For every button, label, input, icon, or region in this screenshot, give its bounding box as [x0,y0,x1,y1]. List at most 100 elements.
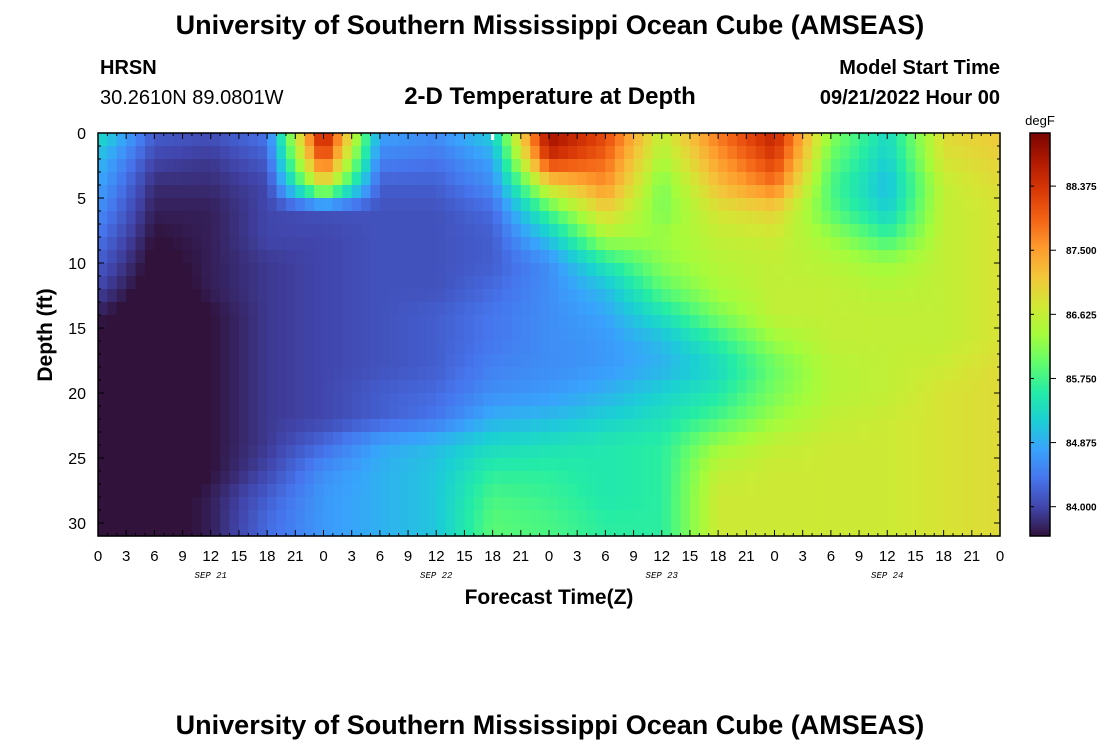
heatmap-cell [793,159,804,173]
heatmap-cell [126,510,137,524]
heatmap-cell [990,497,1001,511]
heatmap-cell [802,341,813,355]
heatmap-cell [361,211,372,225]
heatmap-cell [746,133,757,147]
heatmap-cell [539,458,550,472]
heatmap-cell [182,432,193,446]
heatmap-cell [520,302,531,316]
colorbar-tick-label: 85.750 [1066,374,1097,385]
heatmap-cell [859,380,870,394]
heatmap-cell [539,172,550,186]
heatmap-cell [774,302,785,316]
heatmap-cell [906,211,917,225]
heatmap-cell [943,367,954,381]
heatmap-cell [323,523,334,537]
heatmap-cell [238,198,249,212]
heatmap-cell [238,146,249,160]
heatmap-cell [408,354,419,368]
heatmap-cell [417,133,428,147]
heatmap-cell [520,237,531,251]
heatmap-cell [276,523,287,537]
heatmap-cell [276,133,287,147]
heatmap-cell [464,302,475,316]
heatmap-cell [934,211,945,225]
heatmap-cell [755,419,766,433]
heatmap-cell [671,341,682,355]
heatmap-cell [229,237,240,251]
heatmap-cell [398,354,409,368]
heatmap-cell [793,354,804,368]
heatmap-cell [398,302,409,316]
heatmap-cell [877,341,888,355]
heatmap-cell [464,146,475,160]
heatmap-cell [107,341,118,355]
heatmap-cell [304,263,315,277]
heatmap-cell [436,484,447,498]
heatmap-cell [595,406,606,420]
heatmap-cell [379,367,390,381]
heatmap-cell [558,172,569,186]
heatmap-cell [426,380,437,394]
heatmap-cell [671,497,682,511]
heatmap-cell [464,380,475,394]
heatmap-cell [511,159,522,173]
heatmap-cell [736,497,747,511]
heatmap-cell [783,211,794,225]
heatmap-cell [267,393,278,407]
heatmap-cell [201,211,212,225]
heatmap-cell [718,406,729,420]
heatmap-cell [774,133,785,147]
heatmap-cell [671,133,682,147]
heatmap-cell [887,393,898,407]
heatmap-cell [257,328,268,342]
heatmap-cell [906,237,917,251]
heatmap-cell [849,393,860,407]
heatmap-cell [755,276,766,290]
heatmap-cell [361,367,372,381]
heatmap-cell [295,315,306,329]
heatmap-cell [642,185,653,199]
heatmap-cell [107,367,118,381]
heatmap-cell [624,263,635,277]
heatmap-cell [379,302,390,316]
heatmap-cell [812,276,823,290]
heatmap-cell [520,289,531,303]
heatmap-cell [398,497,409,511]
heatmap-cell [323,354,334,368]
heatmap-cell [201,315,212,329]
heatmap-cell [342,302,353,316]
heatmap-cell [530,172,541,186]
heatmap-cell [539,380,550,394]
heatmap-cell [755,263,766,277]
heatmap-cell [539,354,550,368]
heatmap-cell [896,458,907,472]
heatmap-cell [642,341,653,355]
heatmap-cell [483,198,494,212]
heatmap-cell [285,341,296,355]
heatmap-cell [370,302,381,316]
heatmap-cell [276,302,287,316]
heatmap-cell [746,445,757,459]
heatmap-cell [191,328,202,342]
heatmap-cell [605,393,616,407]
heatmap-cell [464,406,475,420]
heatmap-cell [210,367,221,381]
heatmap-cell [126,458,137,472]
heatmap-cell [182,484,193,498]
heatmap-cell [877,237,888,251]
heatmap-cell [549,367,559,381]
heatmap-cell [802,159,813,173]
heatmap-cell [812,133,823,147]
heatmap-cell [520,367,531,381]
heatmap-cell [520,432,531,446]
heatmap-cell [436,263,447,277]
heatmap-cell [586,393,597,407]
heatmap-cell [267,471,278,485]
heatmap-cell [830,445,841,459]
heatmap-cell [107,484,118,498]
heatmap-cell [445,302,456,316]
heatmap-cell [549,445,559,459]
heatmap-cell [135,237,146,251]
heatmap-cell [802,302,813,316]
heatmap-cell [680,315,691,329]
